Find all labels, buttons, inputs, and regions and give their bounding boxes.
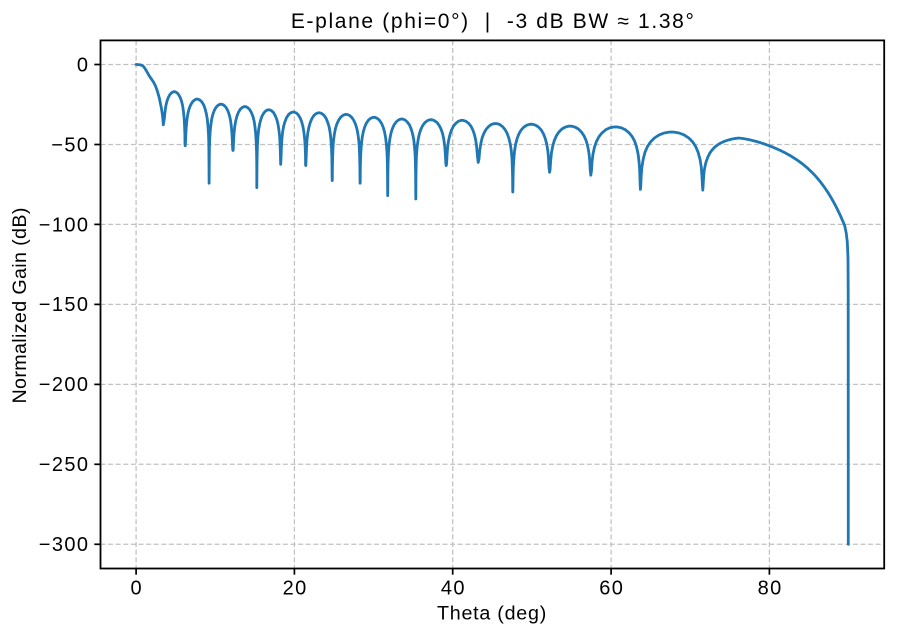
svg-text:60: 60 [599, 578, 624, 600]
svg-text:0: 0 [77, 54, 90, 76]
svg-text:Theta (deg): Theta (deg) [437, 603, 547, 625]
svg-text:Normalized Gain (dB): Normalized Gain (dB) [9, 207, 31, 403]
svg-text:E-plane (phi=0°) | -3 dB BW: E-plane (phi=0°) | -3 dB BW ≈ 1.38° [291, 10, 696, 33]
svg-text:−50: −50 [51, 134, 89, 156]
svg-text:−250: −250 [39, 454, 90, 476]
svg-text:20: 20 [283, 578, 308, 600]
svg-text:−300: −300 [39, 534, 90, 556]
svg-text:0: 0 [131, 578, 144, 600]
svg-text:−150: −150 [39, 294, 90, 316]
svg-text:−200: −200 [39, 374, 90, 396]
svg-text:−100: −100 [39, 214, 90, 236]
svg-text:80: 80 [758, 578, 783, 600]
svg-text:40: 40 [441, 578, 466, 600]
